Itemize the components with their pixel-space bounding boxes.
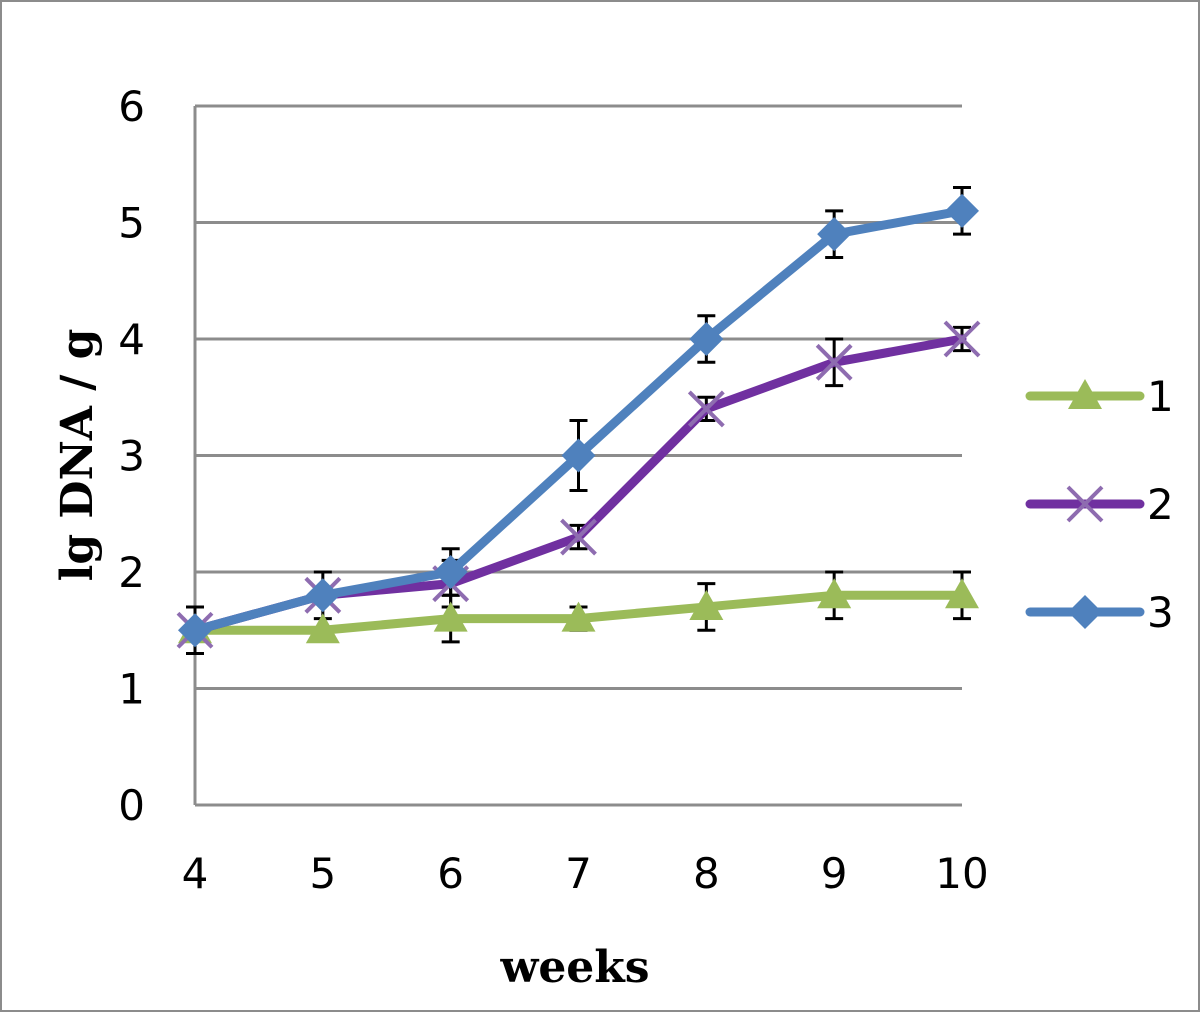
data-point: [943, 320, 981, 358]
data-point: [561, 601, 596, 632]
data-point: [305, 578, 340, 613]
data-point: [945, 578, 979, 609]
x-tick-label: 5: [309, 849, 336, 898]
data-point: [560, 518, 597, 556]
x-tick-label: 7: [565, 849, 592, 898]
x-tick-label: 9: [821, 849, 848, 898]
data-point: [687, 390, 725, 428]
y-tick-label: 5: [118, 199, 145, 248]
legend-label: 2: [1147, 480, 1174, 529]
data-point: [433, 555, 468, 589]
x-tick-label: 6: [437, 849, 464, 898]
data-point: [689, 589, 724, 620]
x-tick-label: 8: [693, 849, 720, 898]
data-point: [433, 601, 468, 632]
y-tick-label: 1: [118, 665, 145, 714]
x-tick-label: 10: [935, 849, 988, 898]
legend-marker: [1068, 595, 1102, 629]
legend-marker: [1066, 485, 1104, 523]
x-tick-label: 4: [182, 849, 209, 898]
data-point: [305, 613, 340, 644]
y-tick-label: 0: [118, 781, 145, 830]
legend-label: 3: [1147, 588, 1174, 637]
y-tick-label: 6: [118, 82, 145, 131]
data-point: [945, 193, 979, 228]
data-point: [817, 217, 852, 252]
y-axis-title: lg DNA / g: [52, 329, 103, 582]
y-tick-label: 2: [118, 548, 145, 597]
data-point: [689, 322, 724, 356]
data-point: [817, 578, 852, 609]
x-axis-title: weeks: [499, 942, 649, 993]
legend-label: 1: [1147, 372, 1174, 421]
y-tick-label: 4: [118, 315, 145, 364]
legend-marker: [1068, 379, 1102, 409]
data-point: [178, 613, 212, 648]
data-point: [815, 343, 853, 381]
data-point: [561, 438, 596, 473]
y-tick-label: 3: [118, 432, 145, 481]
